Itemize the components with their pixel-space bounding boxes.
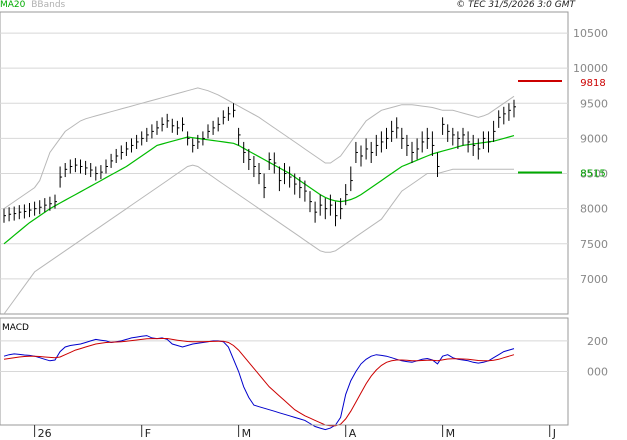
x-tick-label: A xyxy=(349,427,357,440)
resistance-level-label: 9818 xyxy=(580,78,605,89)
legend-bbands: BBands xyxy=(31,0,66,10)
macd-panel: 000 200 xyxy=(0,317,608,431)
x-tick-label: 26 xyxy=(38,427,52,440)
copyright-text: © TEC 31/5/2026 3:0 GMT xyxy=(456,0,575,10)
ma20-line xyxy=(3,135,515,245)
x-tick-label: J xyxy=(552,427,556,440)
price-panel: 7000 7500 8000 8500 9000 9500 10000 10500 9818 85… xyxy=(0,11,608,315)
macd-signal-line xyxy=(3,338,515,427)
legend: MA20 BBands xyxy=(0,0,65,11)
price-tick-label: 9000 xyxy=(580,132,608,145)
macd-title: MACD xyxy=(2,323,29,333)
x-tick-label: M xyxy=(242,427,252,440)
price-tick-label: 9500 xyxy=(580,97,608,110)
bbands-upper-line xyxy=(3,87,515,210)
macd-tick-label: 200 xyxy=(587,335,608,348)
support-level-label: 8515 xyxy=(580,168,605,179)
x-tick-label: F xyxy=(145,427,151,440)
price-tick-label: 10500 xyxy=(573,27,608,40)
macd-tick-label: 000 xyxy=(587,366,608,379)
price-tick-label: 8000 xyxy=(580,203,608,216)
x-tick-label: M xyxy=(446,427,456,440)
price-tick-label: 10000 xyxy=(573,62,608,75)
price-tick-label: 8500 xyxy=(580,168,608,181)
price-tick-label: 7500 xyxy=(580,238,608,251)
legend-ma20: MA20 xyxy=(0,0,26,10)
price-tick-label: 7000 xyxy=(580,273,608,286)
bbands-lower-line xyxy=(3,164,514,315)
x-axis: 26 F M A M J xyxy=(0,424,568,440)
macd-line xyxy=(3,335,515,431)
